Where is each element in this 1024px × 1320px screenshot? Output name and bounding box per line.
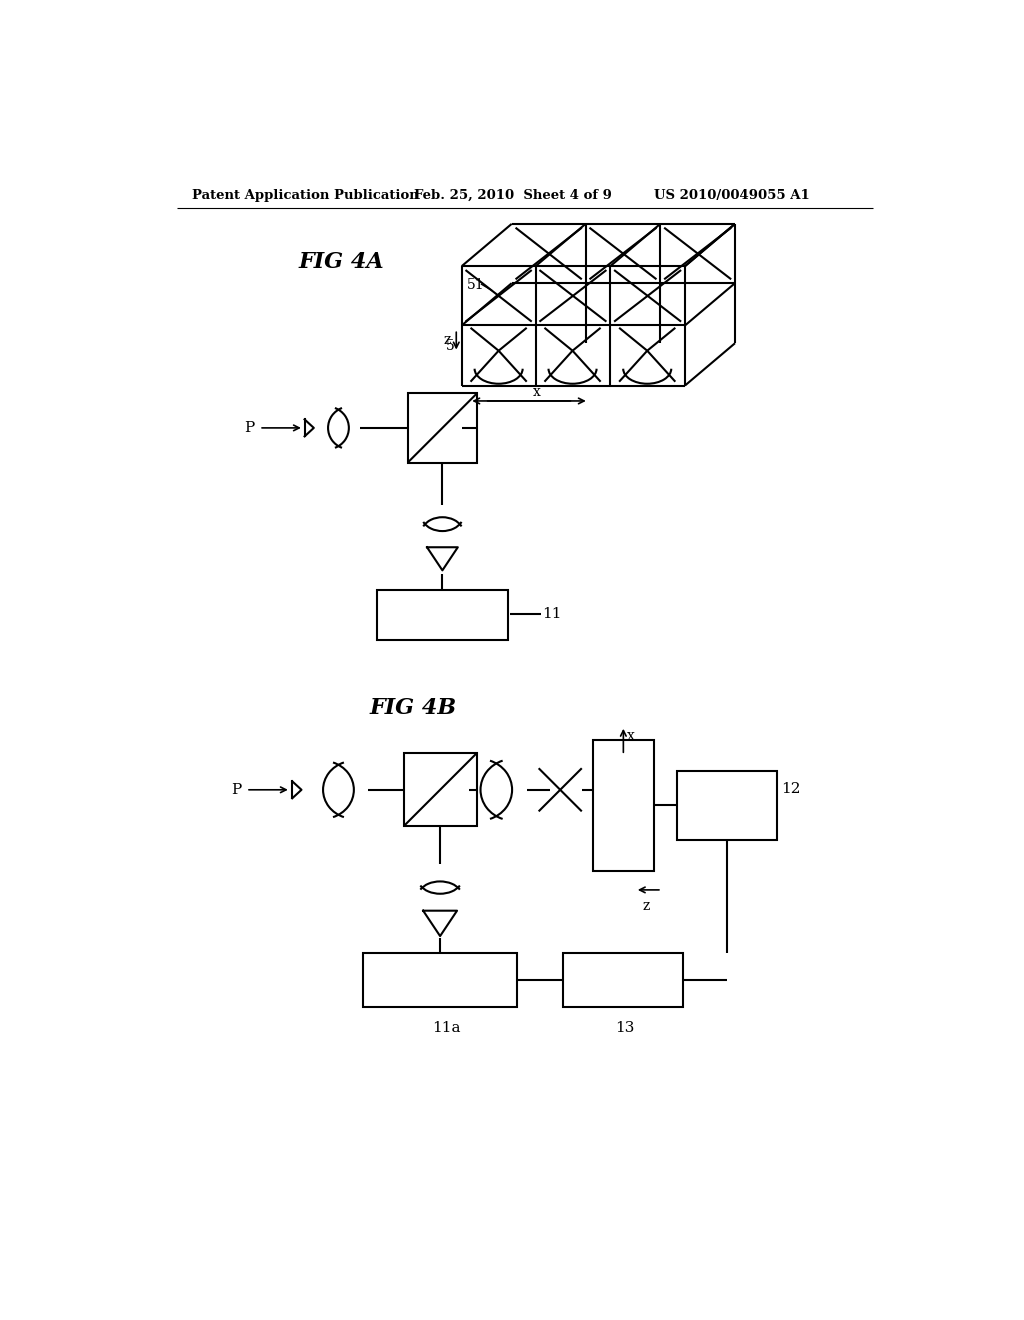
Bar <box>364 953 517 1007</box>
Text: 11: 11 <box>543 607 562 622</box>
Text: z: z <box>443 333 451 347</box>
Text: Patent Application Publication: Patent Application Publication <box>193 189 419 202</box>
Bar <box>593 739 654 871</box>
Text: 51: 51 <box>467 277 484 292</box>
Text: x: x <box>532 384 541 399</box>
Text: P: P <box>245 421 255 434</box>
Bar <box>377 590 508 640</box>
Text: 12: 12 <box>781 781 801 796</box>
Text: Feb. 25, 2010  Sheet 4 of 9: Feb. 25, 2010 Sheet 4 of 9 <box>414 189 611 202</box>
Text: P: P <box>230 783 241 797</box>
Bar <box>408 393 477 462</box>
Text: x: x <box>628 729 635 743</box>
Text: 11a: 11a <box>432 1020 461 1035</box>
Text: FIG 4A: FIG 4A <box>298 251 384 273</box>
Text: 13: 13 <box>614 1020 634 1035</box>
Text: 5: 5 <box>446 339 455 354</box>
Text: z: z <box>643 899 650 913</box>
Bar <box>403 752 477 826</box>
Text: US 2010/0049055 A1: US 2010/0049055 A1 <box>654 189 810 202</box>
Text: FIG 4B: FIG 4B <box>370 697 457 719</box>
Bar <box>677 771 777 840</box>
Bar <box>563 953 683 1007</box>
